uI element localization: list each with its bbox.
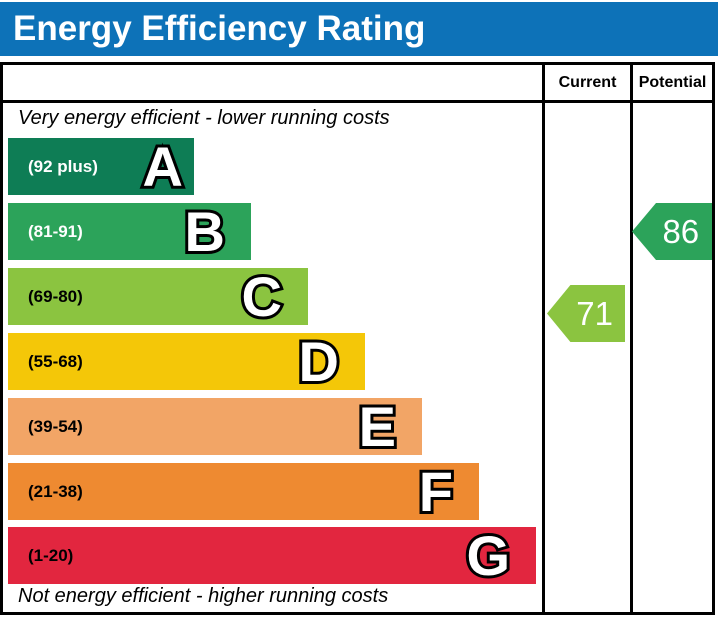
band-letter: B [182,197,229,266]
band-range-label: (69-80) [28,286,83,306]
potential-rating-arrow: 86 [632,203,712,260]
potential-column-header: Potential [638,73,707,91]
header-divider-line [3,100,712,103]
caption-very-efficient: Very energy efficient - lower running co… [18,107,390,129]
current-rating-arrow: 71 [547,285,625,342]
rating-band: (55-68) D [8,327,365,396]
current-column-header: Current [558,73,617,91]
rating-band: (92 plus) A [8,132,194,201]
caption-not-efficient: Not energy efficient - higher running co… [18,585,389,607]
potential-rating-value: 86 [662,212,700,250]
rating-band: (21-38) F [8,457,479,526]
potential-column-divider [630,65,633,612]
band-letter: F [416,457,456,526]
page-title: Energy Efficiency Rating [13,9,426,48]
band-letter: C [239,262,286,331]
band-letter: G [463,521,513,590]
rating-band: (69-80) C [8,262,308,331]
current-rating-value: 71 [576,294,613,332]
band-letter: E [356,392,399,461]
band-range-label: (1-20) [28,545,74,565]
band-range-label: (55-68) [28,351,83,371]
band-range-label: (81-91) [28,221,83,241]
rating-band: (81-91) B [8,197,251,266]
epc-rating-chart: Current Potential Very energy efficient … [0,62,715,615]
rating-band: (39-54) E [8,392,422,461]
band-range-label: (39-54) [28,416,83,436]
title-bar: Energy Efficiency Rating [0,2,718,56]
band-letter: A [140,132,187,201]
current-column-divider [542,65,545,612]
band-range-label: (21-38) [28,481,83,501]
band-range-label: (92 plus) [28,156,98,176]
band-letter: D [296,327,343,396]
rating-band: (1-20) G [8,521,536,590]
